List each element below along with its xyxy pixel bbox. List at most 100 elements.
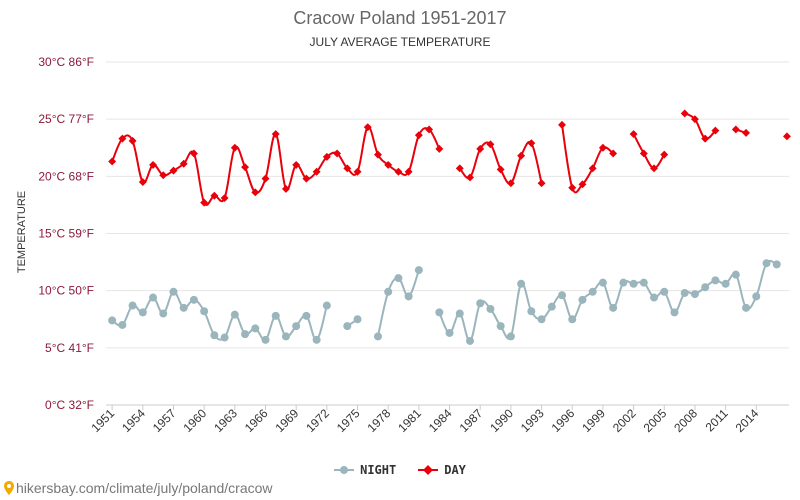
- night-point: [251, 324, 260, 333]
- x-tick-label: 1960: [180, 406, 209, 435]
- legend[interactable]: NIGHT DAY: [0, 463, 800, 477]
- day-point: [220, 194, 229, 203]
- day-point: [629, 130, 638, 138]
- day-point: [118, 134, 127, 143]
- day-point: [650, 164, 658, 173]
- source-url: hikersbay.com/climate/july/poland/cracow: [16, 480, 273, 496]
- night-point: [558, 291, 567, 300]
- night-point: [200, 307, 209, 316]
- day-point: [292, 160, 301, 169]
- source-link[interactable]: hikersbay.com/climate/july/poland/cracow: [4, 480, 273, 496]
- day-point: [639, 149, 648, 158]
- day-point: [588, 164, 597, 173]
- night-point: [353, 315, 362, 324]
- day-point: [108, 157, 117, 166]
- day-point: [414, 131, 423, 140]
- x-tick-label: 2002: [610, 406, 639, 435]
- day-point: [558, 120, 566, 129]
- day-point: [701, 134, 710, 143]
- night-point: [435, 308, 444, 317]
- night-point: [680, 288, 689, 297]
- night-point: [343, 322, 352, 331]
- day-point: [138, 178, 147, 187]
- day-point: [517, 151, 526, 160]
- night-point: [588, 287, 597, 296]
- day-point: [210, 191, 219, 200]
- night-point: [414, 266, 423, 275]
- series-night-line: [438, 259, 778, 342]
- series-day-line: [684, 112, 717, 140]
- night-point: [312, 335, 321, 344]
- day-point: [343, 164, 352, 173]
- location-pin-icon: [4, 481, 14, 495]
- night-point: [721, 279, 730, 288]
- night-point: [128, 301, 137, 310]
- day-point: [159, 171, 168, 180]
- day-point: [742, 128, 751, 137]
- night-point: [711, 276, 720, 285]
- night-point: [772, 260, 781, 269]
- night-point: [169, 287, 178, 296]
- x-tick-label: 1996: [549, 406, 578, 435]
- day-point: [537, 179, 546, 188]
- night-point: [394, 274, 403, 283]
- day-point: [568, 183, 577, 192]
- day-point: [466, 173, 474, 182]
- x-tick-label: 2011: [703, 406, 731, 434]
- day-point: [251, 188, 260, 197]
- night-point: [568, 315, 577, 324]
- x-tick-label: 1993: [518, 406, 547, 435]
- day-point: [660, 150, 669, 159]
- day-point: [302, 174, 311, 183]
- night-point: [486, 304, 495, 313]
- night-point: [517, 279, 526, 288]
- night-point: [271, 311, 280, 320]
- night-point: [241, 330, 250, 339]
- x-tick-label: 2005: [641, 406, 670, 435]
- night-point: [281, 332, 290, 341]
- night-point: [629, 279, 638, 288]
- y-tick-label: 5°C 41°F: [45, 341, 94, 355]
- day-point: [404, 167, 413, 176]
- y-tick-label: 15°C 59°F: [38, 227, 94, 241]
- y-tick-label: 0°C 32°F: [45, 398, 94, 412]
- night-point: [384, 287, 393, 296]
- night-point: [302, 311, 311, 320]
- day-point: [281, 184, 290, 193]
- x-tick-label: 1990: [487, 406, 516, 435]
- night-point: [108, 316, 117, 325]
- night-point: [465, 336, 474, 345]
- chart-subtitle: JULY AVERAGE TEMPERATURE: [309, 35, 491, 49]
- x-tick-label: 1978: [365, 406, 394, 435]
- night-point: [609, 303, 618, 312]
- y-tick-label: 25°C 77°F: [38, 112, 94, 126]
- series-group: [108, 109, 791, 345]
- day-point: [527, 139, 536, 148]
- day-point: [322, 152, 331, 161]
- day-point: [578, 180, 587, 189]
- x-tick-label: 1957: [150, 406, 179, 435]
- night-point: [690, 290, 699, 299]
- night-point: [149, 293, 158, 302]
- night-point: [220, 333, 229, 342]
- legend-item-night[interactable]: NIGHT: [334, 463, 396, 477]
- day-point: [496, 165, 505, 174]
- night-point: [404, 292, 413, 301]
- legend-item-day[interactable]: DAY: [418, 463, 466, 477]
- night-point: [619, 278, 628, 287]
- day-point: [486, 140, 495, 149]
- day-point: [179, 159, 188, 168]
- series-day-line: [632, 133, 666, 170]
- night-point: [322, 301, 331, 310]
- x-tick-label: 1966: [242, 406, 271, 435]
- night-point: [179, 303, 188, 312]
- day-point: [394, 167, 403, 176]
- x-tick-label: 1969: [273, 406, 302, 435]
- night-point: [598, 278, 607, 287]
- night-point: [189, 295, 198, 304]
- night-point: [650, 293, 659, 302]
- day-point: [455, 164, 464, 173]
- day-point: [241, 163, 250, 172]
- series-night: [108, 259, 781, 345]
- night-point: [261, 335, 270, 344]
